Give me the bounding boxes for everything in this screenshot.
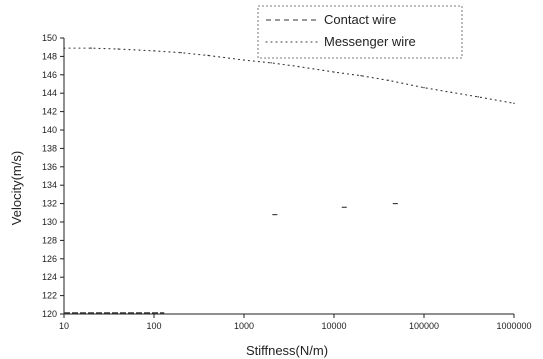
x-tick-label: 100 bbox=[146, 321, 161, 331]
messenger-wire-series-line bbox=[63, 47, 515, 104]
x-axis-title: Stiffness(N/m) bbox=[246, 343, 328, 358]
plot-frame bbox=[63, 38, 514, 315]
messenger-wire-point bbox=[360, 75, 362, 77]
y-tick-label: 144 bbox=[42, 88, 57, 98]
y-tick-label: 150 bbox=[42, 33, 57, 43]
messenger-wire-point bbox=[63, 47, 65, 49]
contact-wire-legend-label: Contact wire bbox=[324, 12, 396, 27]
y-tick-label: 126 bbox=[42, 254, 57, 264]
y-tick-label: 124 bbox=[42, 272, 57, 282]
legend: Contact wire Messenger wire bbox=[257, 5, 463, 59]
x-tick-label: 1000000 bbox=[496, 321, 531, 331]
y-tick-label: 120 bbox=[42, 309, 57, 319]
y-tick-label: 146 bbox=[42, 70, 57, 80]
y-tick-label: 122 bbox=[42, 291, 57, 301]
x-tick-label: 1000 bbox=[234, 321, 254, 331]
y-tick-label: 136 bbox=[42, 162, 57, 172]
messenger-wire-legend-label: Messenger wire bbox=[324, 34, 416, 49]
y-tick-label: 130 bbox=[42, 217, 57, 227]
y-axis-ticks: 120 122 124 126 128 130 132 134 136 138 140 142 144 1… bbox=[42, 33, 64, 319]
legend-box bbox=[257, 5, 463, 59]
messenger-wire-point bbox=[423, 86, 425, 89]
messenger-wire-point bbox=[153, 50, 155, 52]
x-tick-label: 100000 bbox=[409, 321, 439, 331]
messenger-wire-point bbox=[333, 71, 335, 73]
y-tick-label: 134 bbox=[42, 180, 57, 190]
messenger-wire-point bbox=[207, 54, 209, 57]
messenger-wire-point bbox=[450, 91, 452, 93]
y-tick-label: 128 bbox=[42, 235, 57, 245]
y-tick-label: 142 bbox=[42, 107, 57, 117]
messenger-wire-point bbox=[90, 47, 92, 49]
x-axis-ticks: 10 100 1000 10000 100000 1000000 bbox=[59, 314, 532, 331]
messenger-wire-point bbox=[477, 96, 479, 98]
messenger-wire-point bbox=[180, 52, 182, 54]
messenger-wire-point bbox=[117, 48, 119, 50]
messenger-wire-point bbox=[297, 65, 299, 68]
messenger-wire-point bbox=[270, 62, 272, 64]
messenger-wire-point bbox=[513, 102, 515, 105]
x-tick-label: 10 bbox=[59, 321, 69, 331]
x-tick-label: 10000 bbox=[321, 321, 346, 331]
y-axis-title: Velocity(m/s) bbox=[9, 151, 24, 225]
y-tick-label: 138 bbox=[42, 143, 57, 153]
y-tick-label: 140 bbox=[42, 125, 57, 135]
y-tick-label: 148 bbox=[42, 51, 57, 61]
messenger-wire-point bbox=[387, 79, 389, 82]
series-layer bbox=[61, 47, 515, 315]
messenger-wire-point bbox=[243, 59, 245, 61]
y-tick-label: 132 bbox=[42, 199, 57, 209]
